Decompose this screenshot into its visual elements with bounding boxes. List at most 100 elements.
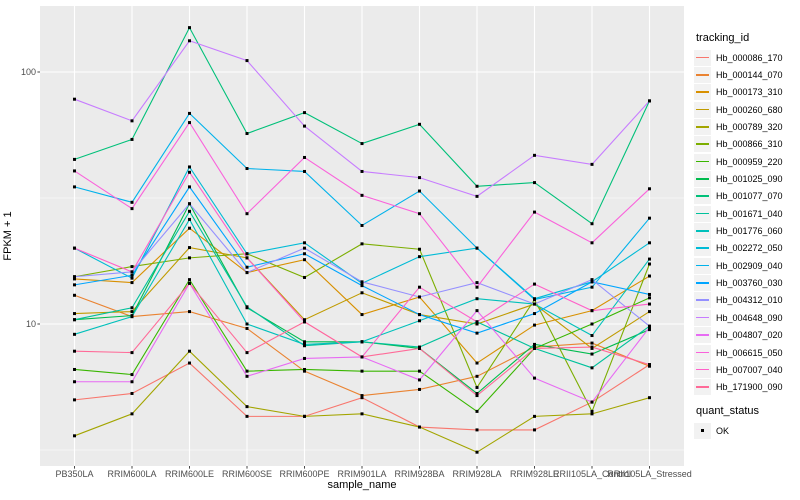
data-point	[303, 369, 306, 373]
data-point	[245, 326, 249, 330]
data-point	[648, 325, 651, 329]
data-point	[188, 209, 191, 213]
legend-item: Hb_006615_050	[694, 344, 783, 361]
data-point	[245, 305, 249, 309]
data-point	[533, 302, 536, 306]
data-point	[245, 252, 249, 256]
data-point	[590, 280, 594, 284]
data-point	[360, 340, 364, 344]
legend-item: Hb_001077_070	[694, 188, 783, 205]
legend-item: Hb_000866_310	[694, 136, 783, 153]
x-tick-label: RRIM928LA	[452, 469, 502, 479]
data-point	[590, 162, 594, 166]
data-point	[73, 277, 76, 281]
data-point	[418, 319, 421, 323]
data-point	[648, 262, 651, 266]
legend-key-swatch	[694, 136, 711, 153]
data-point	[533, 153, 536, 157]
data-point	[418, 313, 421, 317]
data-point	[360, 169, 364, 173]
legend-key-line	[696, 126, 709, 128]
legend-item-quant-status: OK	[694, 422, 783, 439]
data-point	[73, 332, 76, 336]
data-point	[418, 346, 421, 350]
data-point	[360, 284, 364, 288]
data-point	[590, 285, 594, 289]
data-point	[188, 185, 191, 189]
data-point	[590, 352, 594, 356]
data-point	[245, 167, 249, 171]
legend-key-line	[696, 195, 709, 198]
data-point	[188, 111, 191, 115]
data-point	[303, 241, 306, 245]
data-point	[360, 280, 364, 284]
legend-key-line	[696, 368, 709, 371]
data-point	[533, 346, 536, 350]
legend-item: Hb_000959_220	[694, 153, 783, 170]
legend-shape-title: quant_status	[696, 404, 759, 417]
data-point	[245, 322, 249, 326]
legend-item: Hb_001025_090	[694, 170, 783, 188]
legend-key-line	[696, 230, 709, 232]
legend-key-line	[696, 56, 709, 59]
data-point	[590, 241, 594, 245]
data-point	[188, 310, 191, 314]
legend-key-swatch	[694, 344, 711, 361]
legend-item-label: Hb_003760_030	[716, 278, 783, 289]
data-point	[475, 285, 479, 289]
data-point	[73, 380, 76, 384]
data-point	[590, 409, 594, 413]
data-point	[475, 450, 479, 454]
data-point	[418, 285, 421, 289]
data-point	[475, 320, 479, 324]
data-point	[475, 309, 479, 313]
data-point	[475, 184, 479, 188]
data-point	[648, 274, 651, 278]
legend-key-swatch	[694, 205, 711, 222]
legend-item: Hb_002272_050	[694, 240, 783, 257]
data-point	[590, 222, 594, 226]
legend-key-line	[696, 282, 709, 284]
x-tick-label: RRIM901LA	[337, 469, 387, 479]
legend-item-label: Hb_002909_040	[716, 260, 783, 271]
data-point	[590, 345, 594, 349]
data-point	[418, 122, 421, 126]
data-point	[590, 334, 594, 338]
data-point	[245, 369, 249, 373]
data-point	[188, 202, 191, 206]
data-point	[648, 187, 651, 191]
data-point	[188, 170, 191, 174]
data-point	[418, 247, 421, 251]
legend-item-label: Hb_004807_020	[716, 330, 783, 341]
data-point	[73, 293, 76, 297]
legend-item-label: Hb_000789_320	[716, 122, 783, 133]
legend-item: Hb_000260_680	[694, 101, 783, 118]
data-point	[245, 256, 249, 260]
legend-item: Hb_004312_010	[694, 292, 783, 309]
data-point	[188, 121, 191, 125]
data-point	[475, 394, 479, 398]
data-point	[418, 255, 421, 259]
data-point	[360, 142, 364, 146]
legend-color-items: Hb_000086_170 Hb_000144_070 Hb_000173_310 H…	[694, 49, 783, 396]
legend-key-line	[696, 178, 709, 180]
legend-key-line	[696, 160, 709, 163]
data-point	[130, 380, 134, 384]
legend-item-label: Hb_000866_310	[716, 139, 783, 150]
legend-key-line	[696, 143, 709, 145]
legend-key-swatch	[694, 49, 711, 66]
x-axis-title: sample_name	[327, 479, 397, 491]
data-point	[130, 200, 134, 204]
legend-key-swatch	[694, 67, 711, 84]
data-point	[130, 265, 134, 269]
data-point	[360, 412, 364, 416]
data-point	[130, 207, 134, 211]
data-point	[188, 26, 191, 30]
legend-key-swatch	[694, 153, 711, 170]
data-point	[73, 434, 76, 438]
legend-item-label: Hb_007007_040	[716, 364, 783, 375]
data-point	[533, 312, 536, 316]
data-point	[590, 278, 594, 282]
data-point	[245, 132, 249, 136]
data-point	[475, 246, 479, 250]
